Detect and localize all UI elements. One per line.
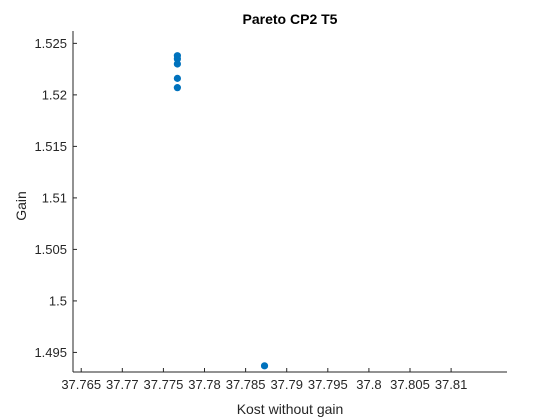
y-tick-label: 1.495 bbox=[34, 345, 67, 360]
x-tick-label: 37.77 bbox=[106, 377, 139, 392]
x-tick-label: 37.8 bbox=[356, 377, 381, 392]
y-tick-label: 1.505 bbox=[34, 242, 67, 257]
y-tick-label: 1.51 bbox=[42, 190, 67, 205]
x-tick-label: 37.775 bbox=[144, 377, 184, 392]
data-point bbox=[260, 362, 269, 370]
axes bbox=[72, 31, 507, 373]
data-point bbox=[173, 55, 181, 63]
y-tick-label: 1.5 bbox=[49, 293, 67, 308]
data-points bbox=[173, 52, 269, 370]
y-axis-label: Gain bbox=[13, 191, 29, 221]
chart-title: Pareto CP2 T5 bbox=[243, 11, 338, 27]
y-tick-label: 1.525 bbox=[34, 36, 67, 51]
x-tick-label: 37.785 bbox=[226, 377, 266, 392]
y-tick-label: 1.515 bbox=[34, 139, 67, 154]
x-tick-label: 37.805 bbox=[390, 377, 430, 392]
x-tick-label: 37.79 bbox=[270, 377, 303, 392]
y-tick-label: 1.52 bbox=[42, 87, 67, 102]
x-axis-label: Kost without gain bbox=[237, 401, 344, 417]
data-point bbox=[173, 74, 181, 82]
ticks: 37.765 37.77 37.775 37.78 37.785 37.79 37.795 3… bbox=[34, 36, 467, 392]
x-tick-label: 37.795 bbox=[308, 377, 348, 392]
x-tick-label: 37.81 bbox=[435, 377, 468, 392]
x-tick-label: 37.78 bbox=[188, 377, 221, 392]
x-tick-label: 37.765 bbox=[61, 377, 101, 392]
data-point bbox=[173, 84, 181, 92]
data-point bbox=[173, 60, 181, 68]
